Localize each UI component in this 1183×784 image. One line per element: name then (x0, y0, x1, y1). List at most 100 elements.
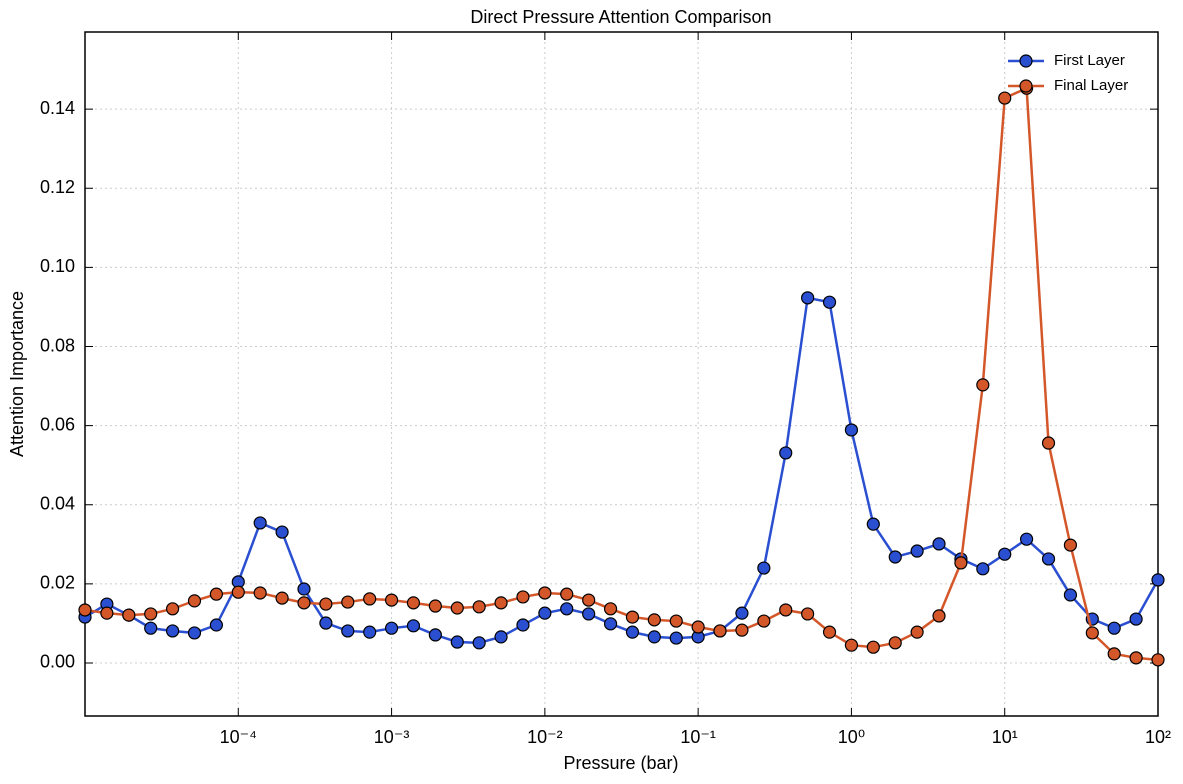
chart-title: Direct Pressure Attention Comparison (470, 7, 771, 27)
data-point (888, 550, 902, 564)
data-point (844, 638, 859, 652)
y-tick-label: 0.00 (40, 652, 75, 672)
y-tick-label: 0.08 (40, 335, 75, 355)
data-point (297, 596, 311, 610)
data-point (78, 603, 92, 617)
x-tick-label: 10¹ (992, 727, 1018, 747)
data-point (516, 618, 530, 632)
series-line (84, 296, 1160, 645)
data-point (406, 596, 421, 610)
data-point (1085, 626, 1099, 640)
data-point (976, 378, 990, 392)
y-tick-label: 0.06 (40, 414, 75, 434)
data-point (713, 624, 727, 638)
data-point (669, 631, 683, 645)
data-point (779, 446, 793, 460)
data-point (275, 525, 289, 539)
data-point (976, 562, 990, 576)
data-point (538, 586, 552, 600)
data-point (757, 614, 771, 628)
data-point (625, 610, 640, 624)
data-point (231, 585, 245, 599)
data-point (669, 614, 683, 628)
data-point (209, 618, 223, 632)
data-point (888, 636, 902, 650)
x-tick-label: 10⁻³ (374, 727, 410, 747)
data-point (363, 592, 377, 606)
data-point (472, 600, 486, 614)
y-tick-label: 0.04 (40, 493, 75, 513)
data-point (428, 628, 442, 642)
data-point (187, 594, 202, 608)
data-point (1063, 538, 1078, 552)
data-point (253, 516, 267, 530)
data-point (822, 295, 837, 309)
data-point (319, 597, 333, 611)
data-point (450, 635, 464, 649)
data-point (165, 624, 180, 638)
data-point (406, 619, 421, 633)
data-point (757, 561, 771, 575)
data-point (1107, 621, 1121, 635)
data-point (647, 613, 661, 627)
data-point (801, 607, 815, 621)
data-point (1151, 573, 1165, 587)
data-point (450, 601, 464, 615)
data-point (647, 630, 661, 644)
data-point (100, 606, 114, 620)
data-point (932, 609, 946, 623)
x-tick-label: 10⁻¹ (680, 727, 716, 747)
data-point (494, 596, 508, 610)
data-point (998, 91, 1012, 105)
data-point (165, 602, 180, 616)
data-point (341, 624, 355, 638)
data-point (209, 587, 223, 601)
data-point (603, 602, 618, 616)
data-point (472, 636, 486, 650)
data-point (1041, 552, 1056, 566)
y-tick-label: 0.02 (40, 573, 75, 593)
data-point (1063, 588, 1078, 602)
data-point (801, 291, 815, 305)
data-point (1151, 653, 1165, 667)
data-point (582, 607, 596, 621)
data-point (603, 617, 618, 631)
data-point (691, 620, 705, 634)
data-point (1129, 651, 1143, 665)
data-point (998, 547, 1012, 561)
data-point (954, 556, 968, 570)
data-point (735, 623, 749, 637)
data-point (560, 587, 574, 601)
data-point (866, 640, 880, 654)
data-point (735, 606, 749, 620)
data-point (625, 625, 640, 639)
data-point (144, 607, 158, 621)
data-point (1041, 436, 1056, 450)
data-point (275, 591, 289, 605)
x-tick-label: 10² (1145, 727, 1171, 747)
data-point (822, 625, 837, 639)
x-tick-label: 10⁻² (527, 727, 563, 747)
x-tick-label: 10⁰ (838, 727, 865, 747)
y-tick-label: 0.12 (40, 177, 75, 197)
legend-label: Final Layer (1054, 77, 1128, 94)
data-point (560, 602, 574, 616)
series-line (84, 86, 1159, 662)
y-tick-label: 0.14 (40, 98, 75, 118)
data-point (363, 625, 377, 639)
x-axis-label: Pressure (bar) (563, 753, 678, 773)
y-tick-label: 0.10 (40, 256, 75, 276)
data-point (516, 590, 530, 604)
data-point (384, 621, 399, 635)
data-point (866, 517, 880, 531)
legend-marker (1019, 79, 1033, 93)
data-point (844, 423, 859, 437)
data-point (384, 593, 399, 607)
data-point (1129, 612, 1143, 626)
data-point (319, 616, 333, 630)
data-point (494, 630, 508, 644)
legend-marker (1019, 54, 1033, 68)
data-point (910, 544, 924, 558)
legend-label: First Layer (1054, 52, 1125, 69)
